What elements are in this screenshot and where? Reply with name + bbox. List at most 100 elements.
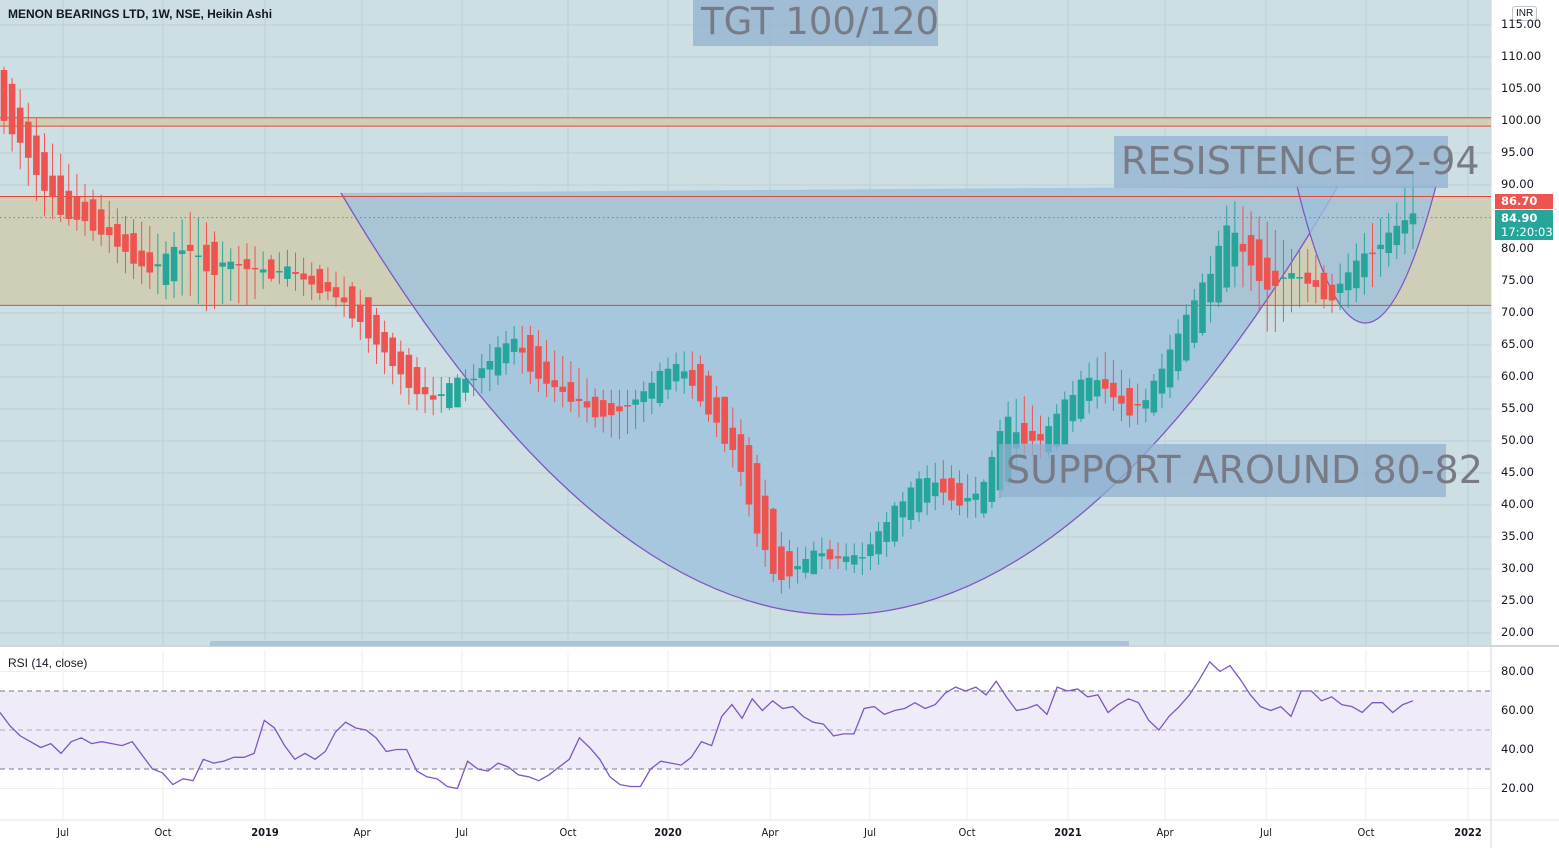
candle-body	[1304, 272, 1312, 284]
candle-body	[114, 224, 121, 247]
candle-body	[956, 482, 963, 506]
candle-body	[1312, 280, 1320, 287]
candle-body	[527, 334, 534, 372]
candle-body	[340, 297, 348, 303]
candle-body	[794, 566, 801, 570]
candle-body	[308, 275, 316, 285]
candle-body	[348, 286, 356, 319]
candle-body	[510, 338, 518, 352]
rsi-band	[0, 691, 1491, 769]
candle-body	[761, 495, 769, 551]
candle-body	[1207, 273, 1214, 303]
candle-body	[1069, 394, 1077, 422]
candle-body	[680, 371, 688, 379]
rsi-tick-label: 60.00	[1501, 702, 1534, 717]
candle-body	[891, 505, 899, 542]
candle-body	[356, 304, 364, 322]
candle-body	[753, 463, 761, 534]
candle-body	[875, 531, 882, 555]
candle-body	[235, 264, 243, 266]
candle-body	[940, 478, 947, 493]
candle-body	[154, 264, 162, 267]
candle-body	[130, 233, 137, 264]
price-tick-label: 105.00	[1501, 81, 1542, 95]
time-tick-label: Apr	[761, 826, 779, 839]
price-tick-label: 65.00	[1501, 337, 1534, 351]
candle-body	[89, 199, 97, 231]
candle-body	[446, 383, 453, 409]
candle-body	[648, 382, 656, 399]
candle-body	[24, 121, 32, 158]
candle-body	[1393, 225, 1401, 246]
candle-body	[923, 478, 931, 503]
price-tick-label: 50.00	[1501, 433, 1534, 447]
candle-body	[1263, 257, 1271, 290]
candle-body	[899, 501, 907, 518]
time-tick-label: Oct	[1357, 826, 1375, 839]
candle-body	[1158, 368, 1166, 394]
candle-body	[721, 396, 728, 444]
candle-body	[1353, 260, 1360, 289]
candle-body	[81, 201, 89, 222]
rsi-tick-label: 80.00	[1501, 663, 1534, 678]
candle-body	[33, 135, 40, 175]
candle-body	[1134, 403, 1141, 406]
time-tick-label: 2021	[1054, 826, 1082, 839]
price-tick-label: 20.00	[1501, 625, 1534, 639]
candle-body	[1021, 423, 1028, 444]
time-tick-label: 2019	[251, 826, 279, 839]
candle-body	[365, 297, 372, 339]
currency-button[interactable]: INR	[1512, 6, 1538, 21]
time-tick-label: Jul	[57, 826, 69, 839]
candle-body	[1150, 380, 1158, 413]
candle-body	[1142, 400, 1150, 409]
candle-body	[591, 396, 599, 418]
candle-body	[1053, 413, 1061, 447]
candle-body	[867, 544, 874, 557]
price-tick-label: 80.00	[1501, 241, 1534, 255]
time-tick-label: Oct	[154, 826, 172, 839]
symbol-legend: MENON BEARINGS LTD, 1W, NSE, Heikin Ashi	[8, 7, 273, 21]
candle-body	[786, 551, 793, 577]
candle-body	[0, 69, 8, 121]
candle-body	[1077, 379, 1085, 419]
target-annotation[interactable]: TGT 100/120	[693, 0, 939, 46]
candle-body	[73, 196, 81, 220]
candle-body	[915, 478, 923, 513]
support-annotation[interactable]: SUPPORT AROUND 80-82	[999, 444, 1483, 497]
candle-body	[1126, 387, 1133, 416]
candle-body	[697, 363, 704, 402]
candle-body	[907, 487, 915, 520]
candle-body	[656, 370, 664, 404]
candle-body	[737, 434, 745, 472]
price-tick-label: 95.00	[1501, 145, 1534, 159]
candle-body	[575, 398, 583, 402]
rsi-legend: RSI (14, close)	[8, 656, 88, 670]
candle-body	[818, 553, 826, 557]
candle-body	[664, 368, 672, 390]
candle-body	[616, 406, 623, 412]
candle-body	[413, 367, 421, 395]
candle-body	[211, 241, 218, 276]
candle-body	[802, 558, 809, 573]
candle-body	[850, 555, 858, 565]
rsi-tick-label: 20.00	[1501, 780, 1534, 795]
candle-body	[49, 175, 56, 198]
price-tick-label: 60.00	[1501, 369, 1534, 383]
price-tick-label: 70.00	[1501, 305, 1534, 319]
candle-body	[1401, 220, 1409, 234]
candle-body	[486, 361, 494, 370]
candle-body	[219, 262, 226, 267]
candle-body	[284, 266, 291, 279]
candle-body	[332, 287, 340, 298]
candle-body	[1247, 235, 1255, 266]
time-tick-label: 2020	[654, 826, 682, 839]
candle-body	[421, 387, 429, 395]
resistance-annotation[interactable]: RESISTENCE 92-94	[1114, 136, 1480, 188]
candle-body	[1174, 333, 1182, 372]
candle-body	[138, 250, 145, 267]
candle-body	[745, 445, 753, 505]
candle-body	[276, 270, 283, 273]
candle-body	[1239, 243, 1247, 252]
